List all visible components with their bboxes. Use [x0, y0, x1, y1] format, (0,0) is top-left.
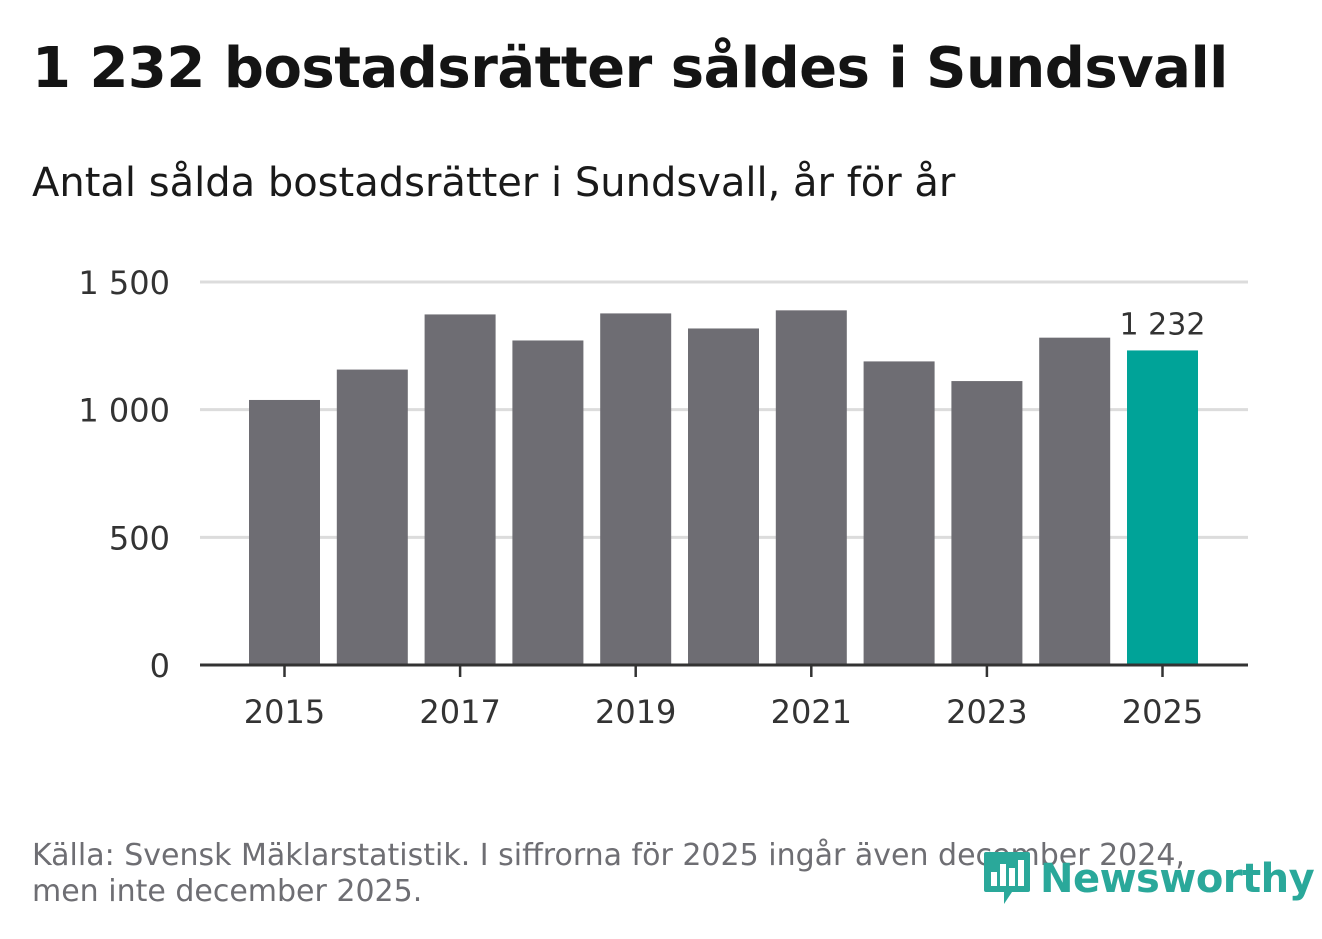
y-tick-label: 0 [150, 647, 170, 685]
source-line-2: men inte december 2025. [32, 874, 423, 909]
x-tick-label: 2015 [244, 693, 325, 731]
axes [200, 663, 1248, 677]
bar-chart: 0 500 1 000 1 500 1 232 2015 2017 2019 2021 2023 2… [78, 264, 1248, 731]
labels: 0 500 1 000 1 500 1 232 2015 2017 2019 2021 2023 2… [78, 264, 1205, 731]
bar-2018 [512, 340, 584, 665]
bar-2022 [863, 361, 935, 665]
chart-subtitle: Antal sålda bostadsrätter i Sundsvall, å… [32, 160, 956, 206]
chart-title: 1 232 bostadsrätter såldes i Sundsvall [32, 36, 1228, 101]
bar-2017 [424, 314, 496, 665]
bars [249, 310, 1198, 665]
bar-2015 [249, 399, 320, 665]
x-tick-label: 2023 [946, 693, 1027, 731]
bar-2025 [1127, 350, 1198, 665]
x-tick-label: 2021 [771, 693, 852, 731]
x-tick-label: 2025 [1122, 693, 1203, 731]
bar-2024 [1039, 337, 1111, 665]
x-tick-label: 2019 [595, 693, 676, 731]
bar-2023 [951, 381, 1023, 665]
newsworthy-logo: Newsworthy [982, 850, 1315, 908]
data-label-highlight: 1 232 [1120, 307, 1206, 342]
logo-text: Newsworthy [1040, 856, 1315, 902]
y-tick-label: 1 000 [78, 392, 170, 430]
bar-chart-bubble-icon [984, 852, 1030, 904]
bar-2016 [336, 369, 408, 665]
y-tick-label: 500 [109, 519, 170, 557]
y-tick-label: 1 500 [78, 264, 170, 302]
bar-2021 [775, 310, 847, 665]
bar-2020 [688, 328, 759, 665]
bar-2019 [600, 313, 672, 665]
x-tick-label: 2017 [419, 693, 500, 731]
